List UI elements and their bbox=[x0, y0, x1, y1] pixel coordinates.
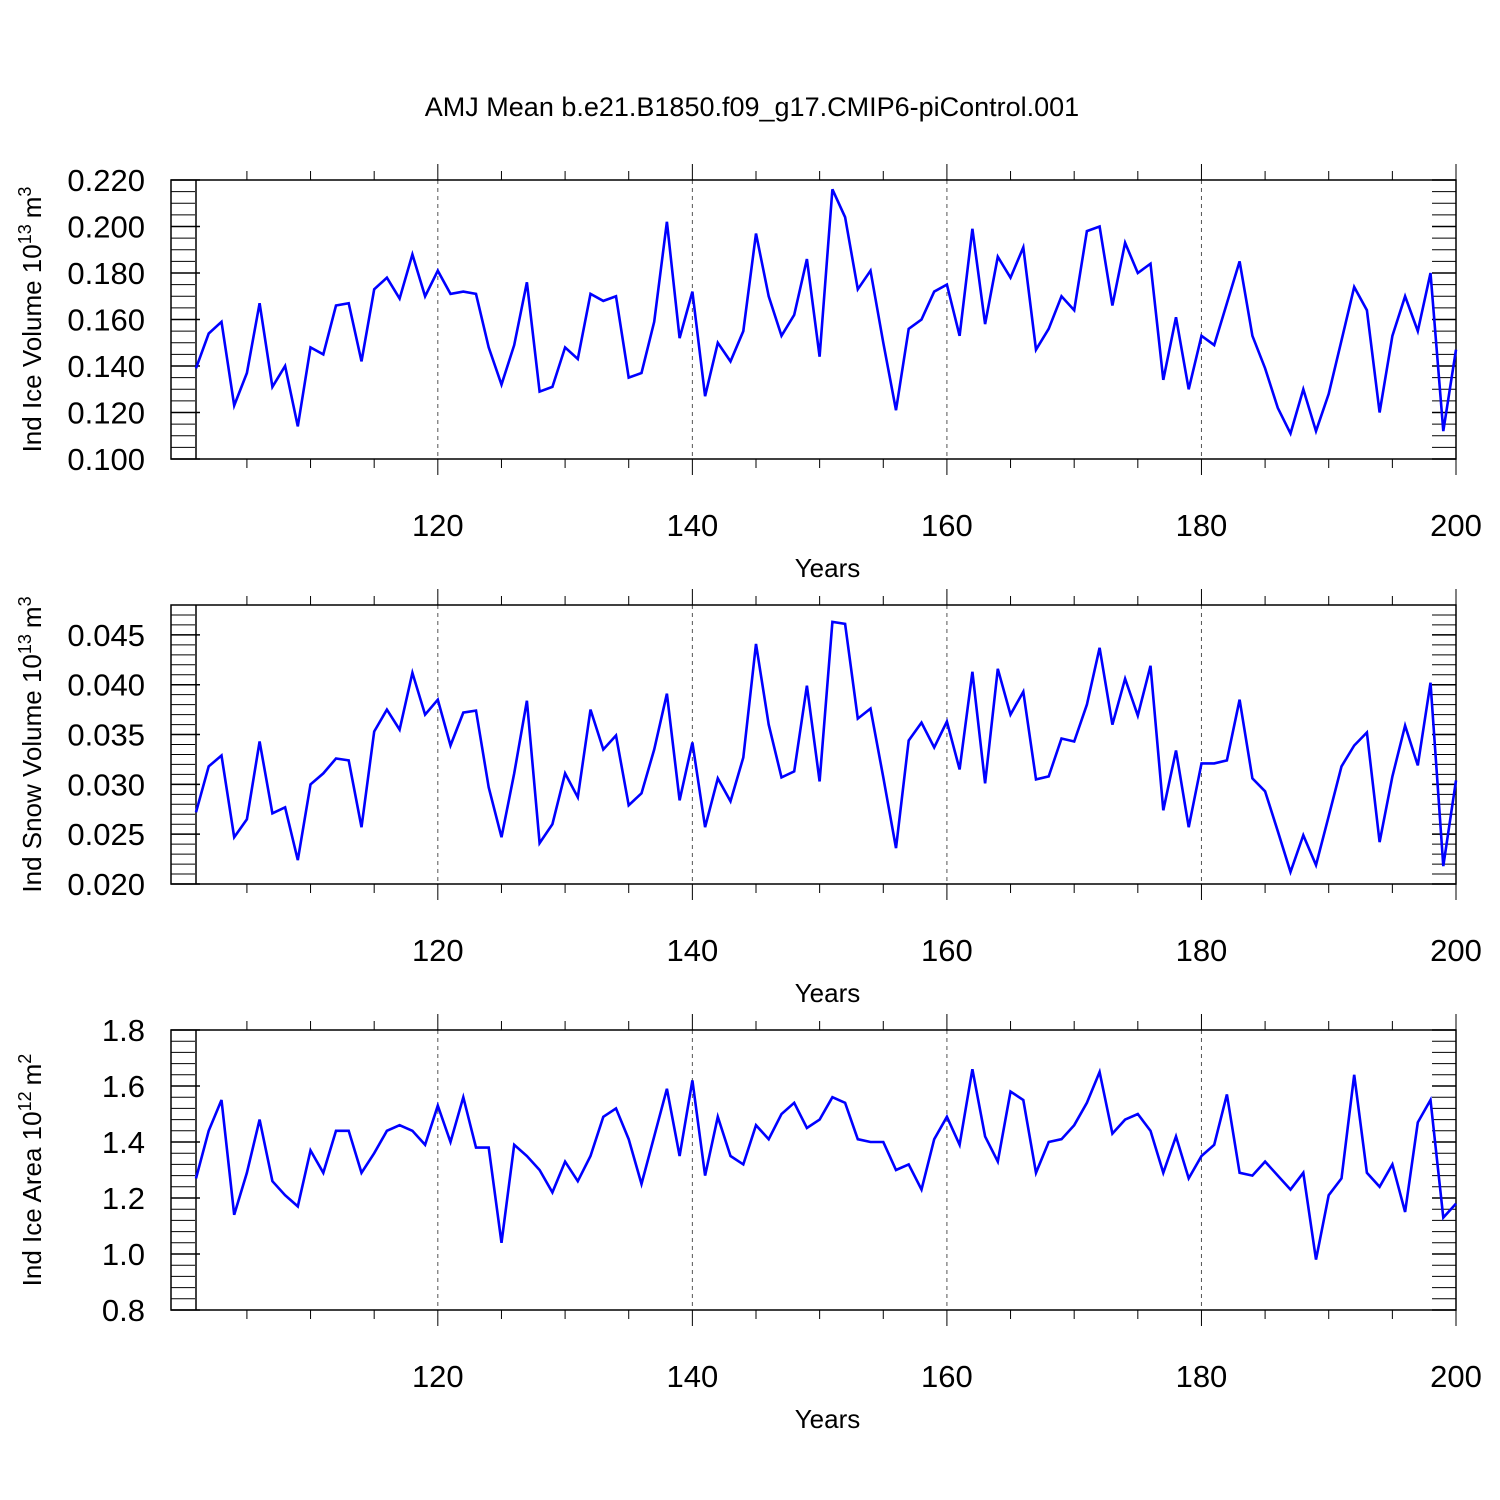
x-tick-label: 140 bbox=[666, 1359, 718, 1394]
y-axis-title-ylabel-main: Ind Snow Volume 10 bbox=[17, 654, 47, 893]
y-tick-label: 1.8 bbox=[102, 1013, 145, 1048]
snow-volume-series-line bbox=[194, 620, 1458, 877]
y-tick-label: 0.180 bbox=[67, 256, 145, 291]
x-tick-label: 180 bbox=[1176, 508, 1228, 543]
y-tick-label: 0.200 bbox=[67, 210, 145, 245]
snow-volume-y-axis-title: Ind Snow Volume 1013 m3 bbox=[15, 596, 47, 892]
y-axis-title-ylabel-unit-exp: 3 bbox=[15, 596, 35, 606]
y-tick-label: 0.220 bbox=[67, 163, 145, 198]
y-tick-label: 0.120 bbox=[67, 396, 145, 431]
ice-area-y-axis-title: Ind Ice Area 1012 m2 bbox=[15, 1054, 47, 1287]
y-tick-label: 0.040 bbox=[67, 668, 145, 703]
y-axis-title-ylabel-unit: m bbox=[17, 197, 47, 219]
y-axis-title-ylabel-exp: 12 bbox=[15, 1091, 35, 1111]
y-tick-label: 0.100 bbox=[67, 442, 145, 477]
y-axis-title-ylabel-unit: m bbox=[17, 606, 47, 628]
figure-title: AMJ Mean b.e21.B1850.f09_g17.CMIP6-piCon… bbox=[425, 92, 1079, 122]
y-tick-label: 1.2 bbox=[102, 1181, 145, 1216]
y-axis-title-ylabel-unit-exp: 2 bbox=[15, 1054, 35, 1064]
snow-volume-x-axis-title: Years bbox=[795, 978, 861, 1008]
x-tick-label: 160 bbox=[921, 933, 973, 968]
y-axis-title-ylabel-main: Ind Ice Area 10 bbox=[17, 1111, 47, 1286]
y-axis-title-ylabel-main: Ind Ice Volume 10 bbox=[17, 244, 47, 452]
x-tick-label: 120 bbox=[412, 1359, 464, 1394]
y-tick-label: 0.035 bbox=[67, 718, 145, 753]
x-tick-label: 120 bbox=[412, 933, 464, 968]
x-tick-label: 160 bbox=[921, 508, 973, 543]
y-tick-label: 0.020 bbox=[67, 867, 145, 902]
y-axis-title-ylabel-exp: 13 bbox=[15, 634, 35, 654]
y-axis-title-ylabel-unit-exp: 3 bbox=[15, 187, 35, 197]
y-tick-label: 0.140 bbox=[67, 349, 145, 384]
ice-volume-x-axis-title: Years bbox=[795, 553, 861, 583]
x-tick-label: 200 bbox=[1430, 508, 1482, 543]
ice-volume-series-line bbox=[194, 188, 1458, 437]
y-tick-label: 1.4 bbox=[102, 1125, 145, 1160]
x-tick-label: 140 bbox=[666, 508, 718, 543]
y-tick-label: 0.030 bbox=[67, 767, 145, 802]
y-tick-label: 0.8 bbox=[102, 1293, 145, 1328]
y-tick-label: 0.045 bbox=[67, 618, 145, 653]
y-tick-label: 0.160 bbox=[67, 303, 145, 338]
x-tick-label: 160 bbox=[921, 1359, 973, 1394]
x-tick-label: 180 bbox=[1176, 933, 1228, 968]
y-tick-label: 1.0 bbox=[102, 1237, 145, 1272]
x-tick-label: 120 bbox=[412, 508, 464, 543]
x-tick-label: 200 bbox=[1430, 933, 1482, 968]
ice-area-series-line bbox=[194, 1067, 1457, 1260]
x-tick-label: 140 bbox=[666, 933, 718, 968]
ice-volume-y-axis-title: Ind Ice Volume 1013 m3 bbox=[15, 187, 47, 453]
x-tick-label: 180 bbox=[1176, 1359, 1228, 1394]
ice-area-plot-frame bbox=[170, 1029, 1457, 1311]
y-tick-label: 1.6 bbox=[102, 1069, 145, 1104]
y-axis-title-ylabel-exp: 13 bbox=[15, 224, 35, 244]
y-axis-title-ylabel-unit: m bbox=[17, 1064, 47, 1086]
ice-area-x-axis-title: Years bbox=[795, 1404, 861, 1434]
x-tick-label: 200 bbox=[1430, 1359, 1482, 1394]
y-tick-label: 0.025 bbox=[67, 817, 145, 852]
